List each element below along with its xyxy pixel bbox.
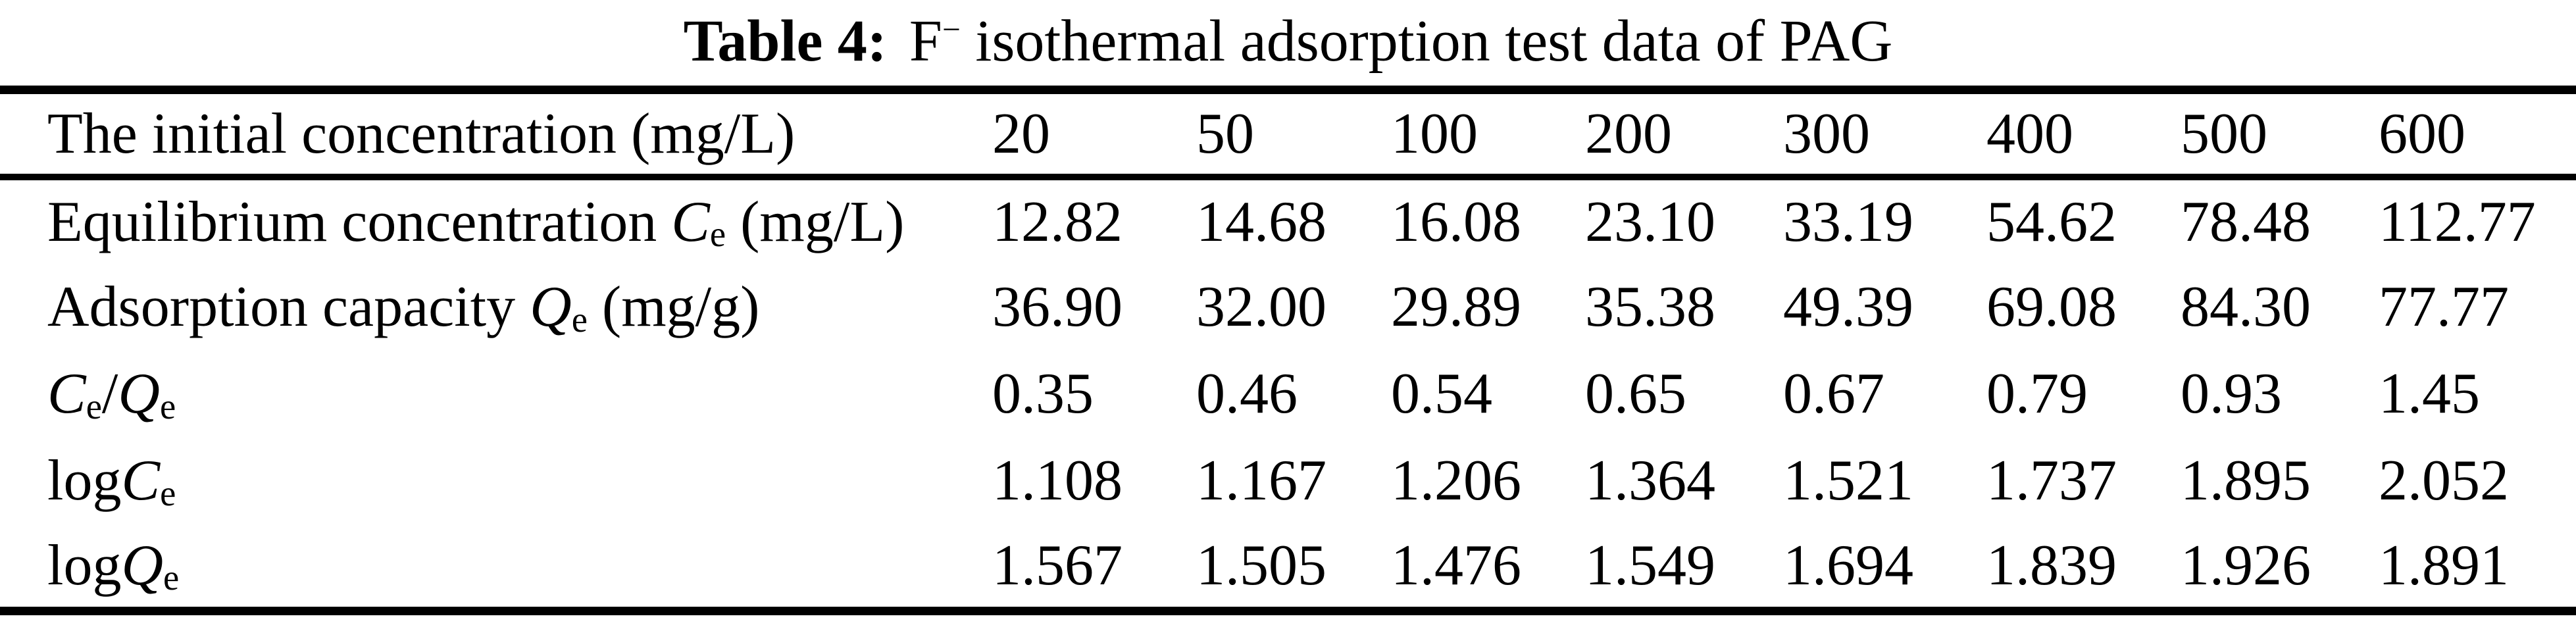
cell-value: 33.19 [1783, 190, 1913, 254]
cell-value: 1.45 [2379, 362, 2480, 426]
row-label: Ce/Qe [0, 351, 992, 438]
label-segment: Q [121, 533, 164, 597]
header-label: The initial concentration (mg/L) [0, 89, 992, 180]
cell-value: 0.65 [1585, 362, 1686, 426]
cell-value: 1.891 [2379, 533, 2509, 597]
label-segment: e [571, 299, 588, 340]
cell-value: 36.90 [992, 275, 1123, 339]
cell-value: 1.364 [1585, 449, 1715, 513]
cell-value: 1.476 [1391, 533, 1521, 597]
cell-value: 1.521 [1783, 449, 1913, 513]
label-segment: e [709, 214, 726, 255]
label-segment: e [159, 386, 176, 426]
row-label: Adsorption capacity Qe (mg/g) [0, 264, 992, 351]
cell-value: 1.895 [2181, 449, 2311, 513]
data-table: The initial concentration (mg/L) 20 50 1… [0, 86, 2576, 615]
cell-value: 54.62 [1986, 190, 2117, 254]
label-segment: Adsorption capacity [47, 275, 530, 339]
label-segment: C [671, 190, 710, 254]
cell-value: 1.694 [1783, 533, 1913, 597]
cell-value: 29.89 [1391, 275, 1521, 339]
caption-ion-charge: − [942, 11, 961, 47]
header-value: 300 [1783, 89, 1986, 180]
row-label: logQe [0, 524, 992, 611]
cell-value: 35.38 [1585, 275, 1715, 339]
row-label: Equilibrium concentration Ce (mg/L) [0, 177, 992, 264]
cell-value: 78.48 [2181, 190, 2311, 254]
cell-value: 49.39 [1783, 275, 1913, 339]
cell-value: 77.77 [2379, 275, 2509, 339]
cell-value: 16.08 [1391, 190, 1521, 254]
table-row: logQe 1.567 1.505 1.476 1.549 1.694 1.839 1.926… [0, 524, 2576, 611]
header-value: 20 [992, 89, 1196, 180]
label-segment: Q [530, 275, 572, 339]
cell-value: 32.00 [1196, 275, 1326, 339]
caption-number: Table 4: [683, 9, 887, 74]
cell-value: 1.737 [1986, 449, 2117, 513]
cell-value: 1.839 [1986, 533, 2117, 597]
label-segment: e [163, 557, 180, 598]
cell-value: 2.052 [2379, 449, 2509, 513]
label-segment: C [47, 362, 86, 426]
table-row: Ce/Qe 0.35 0.46 0.54 0.65 0.67 0.79 0.93 1.45 [0, 351, 2576, 438]
table-header-row: The initial concentration (mg/L) 20 50 1… [0, 89, 2576, 180]
cell-value: 0.46 [1196, 362, 1298, 426]
label-segment: (mg/L) [726, 190, 905, 254]
header-value: 400 [1986, 89, 2181, 180]
row-label: logCe [0, 438, 992, 524]
cell-value: 14.68 [1196, 190, 1326, 254]
cell-value: 0.35 [992, 362, 1094, 426]
label-segment: C [121, 449, 161, 513]
caption-tail: isothermal adsorption test data of PAG [960, 9, 1893, 74]
table-caption: Table 4: F− isothermal adsorption test da… [0, 0, 2576, 86]
cell-value: 84.30 [2181, 275, 2311, 339]
label-segment: (mg/g) [587, 275, 760, 339]
header-value: 100 [1391, 89, 1585, 180]
cell-value: 1.926 [2181, 533, 2311, 597]
cell-value: 1.505 [1196, 533, 1326, 597]
cell-value: 1.206 [1391, 449, 1521, 513]
cell-value: 12.82 [992, 190, 1123, 254]
label-segment: / [101, 362, 118, 426]
cell-value: 0.93 [2181, 362, 2282, 426]
cell-value: 1.167 [1196, 449, 1326, 513]
table-row: logCe 1.108 1.167 1.206 1.364 1.521 1.737 1.895… [0, 438, 2576, 524]
cell-value: 1.567 [992, 533, 1123, 597]
label-segment: e [160, 472, 176, 513]
cell-value: 0.79 [1986, 362, 2088, 426]
cell-value: 23.10 [1585, 190, 1715, 254]
label-segment: Q [118, 362, 160, 426]
header-value: 500 [2181, 89, 2379, 180]
caption-text: F− isothermal adsorption test data of PA… [909, 9, 1892, 74]
table-row: Equilibrium concentration Ce (mg/L) 12.82… [0, 177, 2576, 264]
cell-value: 0.54 [1391, 362, 1492, 426]
cell-value: 112.77 [2379, 190, 2536, 254]
header-value: 600 [2379, 89, 2576, 180]
table-row: Adsorption capacity Qe (mg/g) 36.90 32.00 2… [0, 264, 2576, 351]
cell-value: 1.108 [992, 449, 1123, 513]
header-value: 200 [1585, 89, 1783, 180]
table-body: Equilibrium concentration Ce (mg/L) 12.82… [0, 177, 2576, 611]
cell-value: 69.08 [1986, 275, 2117, 339]
cell-value: 1.549 [1585, 533, 1715, 597]
cell-value: 0.67 [1783, 362, 1884, 426]
header-value: 50 [1196, 89, 1391, 180]
label-segment: log [47, 449, 122, 513]
label-segment: Equilibrium concentration [47, 190, 672, 254]
label-segment: log [47, 533, 122, 597]
caption-ion: F [909, 9, 942, 74]
label-segment: e [86, 386, 102, 426]
